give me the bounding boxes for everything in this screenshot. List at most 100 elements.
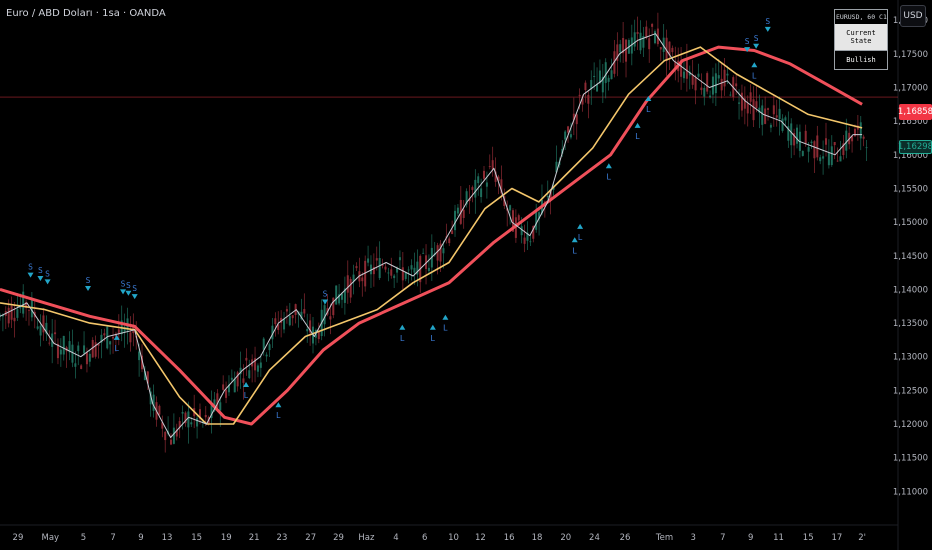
candle-body (413, 267, 416, 273)
candle-body (416, 261, 419, 275)
candle-body (735, 83, 738, 87)
buy-marker (113, 334, 120, 340)
candle-body (549, 191, 552, 200)
candle-body (587, 94, 590, 104)
candle-body (100, 334, 103, 343)
sell-label: S (45, 269, 50, 278)
candle-body (181, 411, 184, 414)
candle-body (138, 351, 141, 361)
secondary-price-tag: 1,16298 (897, 140, 932, 154)
candle-body (332, 297, 335, 316)
candle-body (740, 92, 743, 111)
candle-body (259, 362, 262, 368)
candle-body (816, 135, 819, 158)
candle-body (804, 130, 807, 144)
candle-body (813, 141, 816, 159)
candle-body (755, 101, 758, 109)
candle-body (567, 126, 570, 133)
buy-marker (577, 223, 584, 229)
buy-label: L (606, 172, 611, 181)
candle-body (764, 108, 767, 124)
candle-body (187, 411, 190, 428)
candle-body (254, 358, 257, 371)
x-tick-label: 26 (620, 533, 631, 543)
candle-body (535, 211, 538, 230)
candle-body (720, 78, 723, 91)
candle-body (520, 226, 523, 236)
candle-body (842, 143, 845, 156)
candle-body (532, 225, 535, 239)
x-tick-label: 17 (832, 533, 843, 543)
candle-body (300, 311, 303, 320)
y-tick-label: 1,15500 (893, 184, 928, 194)
series-line-slow (0, 45, 863, 426)
candle-body (578, 94, 581, 97)
candle-body (511, 210, 514, 232)
candle-body (851, 136, 854, 142)
candle-body (694, 77, 697, 91)
candle-body (306, 328, 309, 332)
candle-body (477, 176, 480, 184)
x-tick-label: 16 (504, 533, 515, 543)
buy-label: L (578, 233, 583, 242)
candle-body (827, 152, 830, 166)
candle-body (158, 405, 161, 415)
candle-body (285, 309, 288, 312)
x-tick-label: 27 (305, 533, 316, 543)
x-tick-label: 23 (277, 533, 288, 543)
candle-body (787, 126, 790, 141)
x-tick-label: 6 (422, 533, 427, 543)
candle-body (242, 378, 245, 383)
sell-marker (764, 26, 771, 32)
candle-body (775, 115, 778, 118)
candle-body (448, 238, 451, 244)
x-tick-label: May (41, 533, 59, 543)
candle-body (662, 37, 665, 52)
x-tick-label: 7 (720, 533, 725, 543)
candle-body (491, 160, 494, 170)
x-tick-label: 20 (560, 533, 571, 543)
candle-body (393, 275, 396, 279)
candle-body (622, 37, 625, 54)
candle-body (456, 207, 459, 214)
candle-body (845, 130, 848, 151)
candle-body (569, 134, 572, 138)
buy-label: L (443, 324, 448, 333)
candle-body (387, 272, 390, 274)
sell-marker (37, 275, 44, 281)
candle-body (129, 332, 132, 343)
candle-body (410, 265, 413, 270)
candle-body (222, 384, 225, 390)
candle-body (619, 44, 622, 53)
candle-body (36, 326, 39, 329)
candle-body (706, 73, 709, 92)
y-tick-label: 1,17500 (893, 50, 928, 60)
candle-body (384, 266, 387, 270)
candle-body (146, 371, 149, 384)
candle-body (630, 37, 633, 54)
candle-body (248, 370, 251, 379)
y-tick-label: 1,17000 (893, 84, 928, 94)
state-table-value: Bullish (835, 50, 887, 69)
candle-body (474, 179, 477, 198)
candle-body (109, 341, 112, 345)
sell-marker (85, 286, 92, 292)
candle-body (480, 188, 483, 198)
y-tick-label: 1,13500 (893, 319, 928, 329)
buy-marker (399, 324, 406, 330)
buy-marker (243, 382, 250, 388)
candle-body (497, 176, 500, 182)
candle-body (352, 274, 355, 282)
candle-body (625, 39, 628, 62)
candle-body (117, 329, 120, 334)
currency-selector[interactable]: USD (900, 5, 926, 27)
candle-body (862, 136, 865, 139)
candle-body (42, 315, 45, 333)
candle-body (790, 123, 793, 146)
last-price-tag: 1,16858 (898, 104, 932, 120)
x-tick-label: 12 (475, 533, 486, 543)
candle-body (668, 41, 671, 56)
candle-body (465, 191, 468, 205)
candle-body (256, 365, 259, 372)
